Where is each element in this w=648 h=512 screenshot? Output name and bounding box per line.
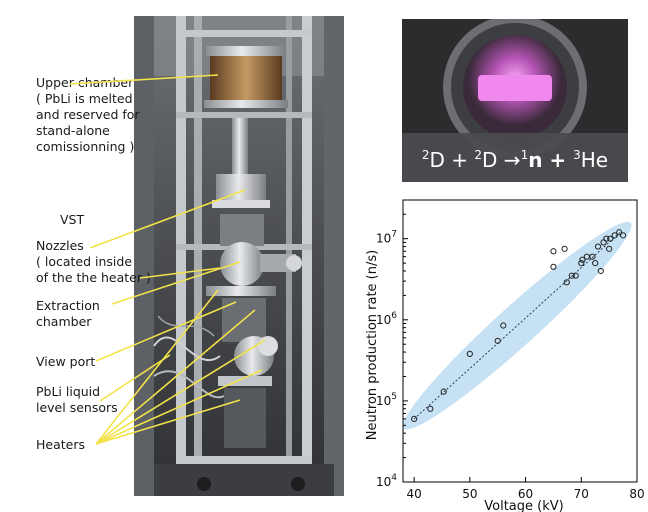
label-line: ( located inside <box>36 254 133 269</box>
label-line: ( PbLi is melted <box>36 91 133 106</box>
data-point <box>550 248 557 255</box>
fusion-equation: 2D + 2D →1n + 3He <box>402 143 628 172</box>
data-point <box>606 245 613 252</box>
data-point <box>603 235 610 242</box>
data-point <box>427 405 434 412</box>
data-point <box>594 243 602 250</box>
label-line: stand-alone <box>36 123 110 138</box>
equation-term: n + <box>528 148 574 172</box>
label-line: Nozzles <box>36 238 84 253</box>
data-point <box>563 279 570 286</box>
x-tick-label: 80 <box>629 487 644 501</box>
plasma-photo: 2D + 2D →1n + 3He <box>402 19 628 182</box>
data-point <box>500 322 507 329</box>
extraction-chamber-label: Extraction chamber <box>36 298 100 330</box>
mass-number: 1 <box>520 148 529 162</box>
equation-term: D + <box>429 148 475 172</box>
x-tick-label: 40 <box>407 487 422 501</box>
label-line: PbLi liquid <box>36 384 101 399</box>
data-point <box>607 235 614 242</box>
data-point <box>616 229 623 236</box>
label-line: and reserved for <box>36 107 140 122</box>
data-point <box>589 253 596 260</box>
data-point <box>561 245 568 252</box>
equation-term: He <box>580 148 609 172</box>
vst-label: VST <box>60 212 85 227</box>
view-port-label: View port <box>36 354 96 369</box>
y-tick-label: 106 <box>376 311 397 327</box>
plot-frame <box>402 199 638 483</box>
data-points <box>411 229 627 422</box>
label-line: Extraction <box>36 298 100 313</box>
mass-number: 2 <box>421 148 430 162</box>
data-point <box>578 260 585 267</box>
x-tick-label: 70 <box>574 487 589 501</box>
data-point <box>550 263 557 270</box>
mass-number: 3 <box>573 148 581 162</box>
y-tick-label: 105 <box>376 392 397 408</box>
data-point <box>494 337 501 344</box>
data-point <box>568 272 575 279</box>
equation-term: D → <box>482 148 521 172</box>
upper-chamber-label: Upper chamber ( PbLi is melted and reser… <box>36 75 140 155</box>
data-point <box>597 267 604 275</box>
data-point <box>572 272 579 279</box>
data-point <box>592 260 599 267</box>
label-line: comissionning ) <box>36 139 135 154</box>
x-tick-label: 50 <box>462 487 477 501</box>
mass-number: 2 <box>474 148 483 162</box>
data-point <box>619 232 627 239</box>
y-tick-label: 107 <box>376 230 397 246</box>
data-point <box>611 232 618 239</box>
x-axis-label: Voltage (kV) <box>484 499 563 512</box>
x-tick-label: 60 <box>518 487 533 501</box>
data-point <box>440 388 447 395</box>
data-point <box>466 350 473 357</box>
axis-ticks: 40 50 60 70 80 104 105 106 107 <box>376 199 645 501</box>
y-axis-label: Neutron production rate (n/s) <box>365 250 380 440</box>
data-point <box>411 415 418 422</box>
label-line: chamber <box>36 314 92 329</box>
data-point <box>579 256 586 263</box>
heaters-label: Heaters <box>36 437 85 452</box>
y-tick-label: 104 <box>376 473 397 489</box>
